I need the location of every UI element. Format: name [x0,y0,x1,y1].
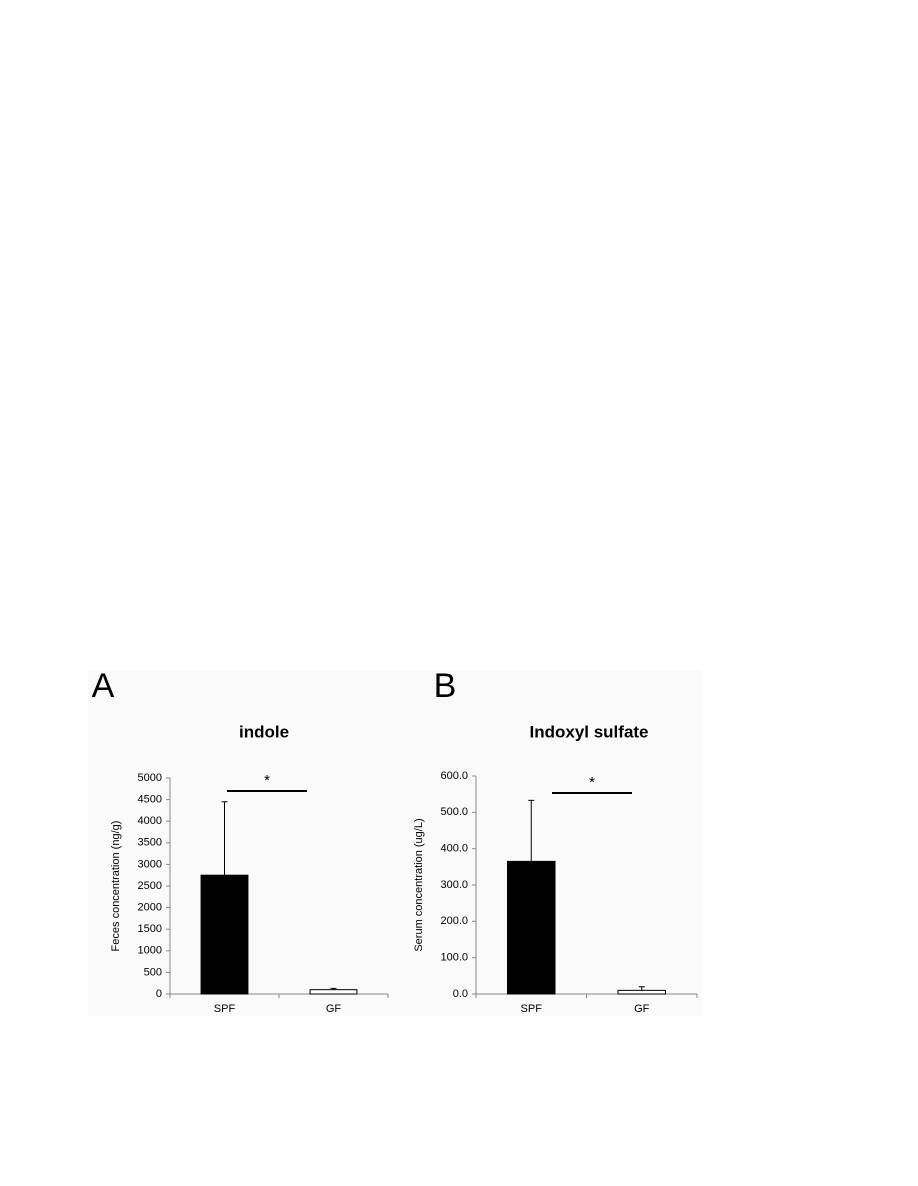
y-axis-label: Serum concentration (ug/L) [413,818,425,951]
y-tick-label: 4500 [138,794,162,806]
x-tick-label: SPF [521,1003,543,1015]
significance-star: * [589,774,595,791]
y-tick-label: 1500 [138,923,162,935]
y-tick-label: 400.0 [440,843,468,855]
bar [506,860,556,995]
y-tick-label: 3000 [138,858,162,870]
y-tick-label: 100.0 [440,952,468,964]
x-tick-label: SPF [214,1003,236,1015]
y-tick-label: 2500 [138,880,162,892]
panel-label: B [434,667,457,705]
y-tick-label: 600.0 [440,770,468,782]
y-tick-label: 500.0 [440,806,468,818]
y-tick-label: 3500 [138,837,162,849]
y-tick-label: 4000 [138,815,162,827]
y-tick-label: 200.0 [440,915,468,927]
y-tick-label: 500 [144,966,162,978]
chart-title: Indoxyl sulfate [529,722,648,741]
chart-title: indole [239,722,289,741]
y-tick-label: 2000 [138,902,162,914]
bar [617,989,667,995]
y-tick-label: 0 [156,988,162,1000]
y-tick-label: 0.0 [453,988,468,1000]
y-tick-label: 1000 [138,945,162,957]
y-tick-label: 5000 [138,772,162,784]
y-tick-label: 300.0 [440,879,468,891]
panel-label: A [92,667,115,705]
y-axis-label: Feces concentration (ng/g) [110,821,122,952]
bar [200,874,249,995]
bar [309,989,358,995]
x-tick-label: GF [634,1003,650,1015]
figure-background [88,670,702,1016]
x-tick-label: GF [326,1003,342,1015]
significance-star: * [264,772,270,789]
